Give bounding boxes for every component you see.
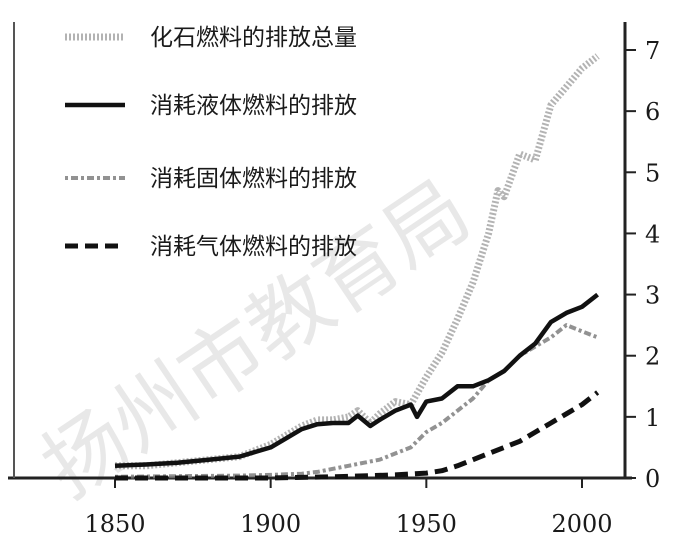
series-line-1	[114, 292, 599, 469]
series-line-2	[114, 323, 599, 479]
ticks: 0 1 2 3 4 5 6 7 1850 1900 1950 2000	[84, 37, 660, 538]
y-tick-label: 1	[645, 404, 660, 432]
legend-label-3: 消耗气体燃料的排放	[150, 234, 357, 260]
series-line-3	[115, 390, 600, 481]
y-tick-label: 5	[645, 159, 660, 187]
series-layer	[114, 53, 600, 481]
legend-label-0: 化石燃料的排放总量	[150, 25, 357, 51]
x-tick-label: 2000	[551, 510, 612, 538]
x-tick-label: 1950	[396, 510, 457, 538]
y-tick-label: 6	[645, 98, 660, 126]
legend-label-2: 消耗固体燃料的排放	[150, 166, 357, 192]
series-line-0	[115, 53, 600, 470]
watermark-text: 扬州市教育局	[26, 163, 487, 517]
y-tick-label: 2	[645, 343, 660, 371]
y-tick-label: 3	[645, 282, 660, 310]
x-tick-label: 1900	[240, 510, 301, 538]
legend-label-1: 消耗液体燃料的排放	[150, 93, 357, 119]
x-tick-label: 1850	[84, 510, 145, 538]
y-tick-label: 0	[645, 465, 660, 493]
y-tick-label: 4	[645, 220, 660, 248]
y-tick-label: 7	[645, 37, 660, 65]
